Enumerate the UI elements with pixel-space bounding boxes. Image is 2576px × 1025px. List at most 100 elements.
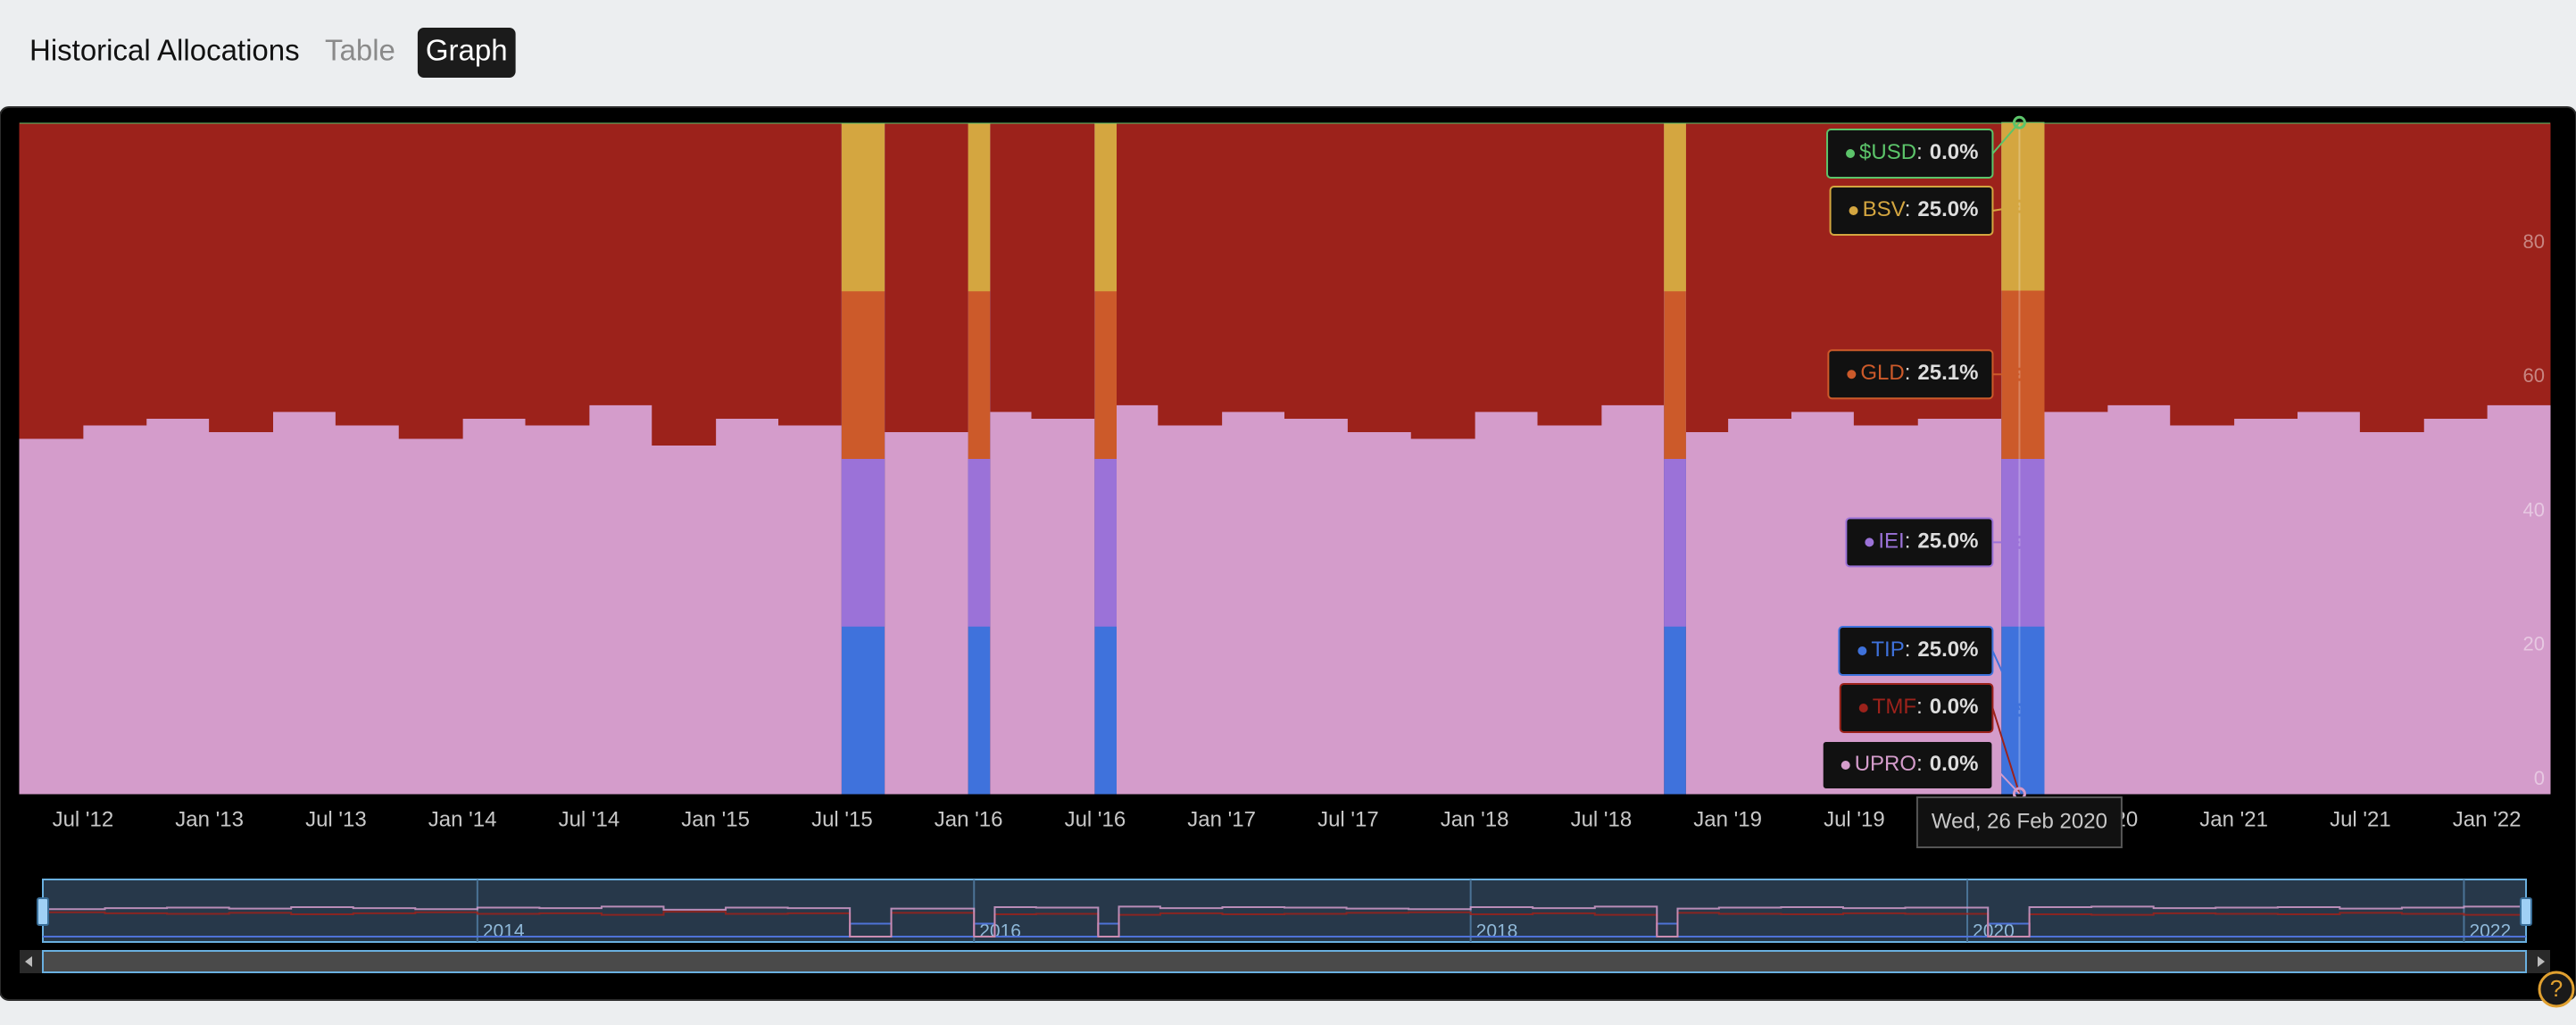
date-box [1915, 796, 2123, 848]
series-name: $USD [1859, 140, 1916, 164]
tooltip-box [1827, 349, 1994, 400]
series-dot [1847, 370, 1857, 379]
tooltip-box [1839, 683, 1994, 733]
tooltip-text: IEI: 25.0% [1878, 529, 1978, 554]
value-label: 25.0% [1917, 197, 1978, 221]
separator: : [1916, 140, 1923, 164]
tooltip-connector [1991, 121, 2021, 154]
value-label: 25.0% [1917, 638, 1978, 662]
navigator-tick-label: 2022 [2469, 921, 2511, 942]
area-series [19, 404, 2551, 795]
tooltip-point [2012, 199, 2026, 213]
tooltip-date: Wed, 26 Feb 2020 [1915, 796, 2123, 848]
y-tick-label: 80 [2523, 230, 2545, 253]
x-tick-label: Jan '17 [1187, 807, 1256, 831]
tooltip-item: UPRO: 0.0% [1821, 740, 2026, 801]
separator: : [1905, 197, 1911, 221]
tooltip-text: TMF: 0.0% [1873, 695, 1979, 719]
help-button[interactable]: ? [2538, 971, 2575, 1008]
x-tick-label: Jan '18 [1441, 807, 1509, 831]
tooltip-box [1845, 517, 1994, 568]
navigator-series [43, 911, 2526, 938]
x-tick-label: Jul '18 [1571, 807, 1633, 831]
tooltip-text: UPRO: 0.0% [1855, 752, 1979, 776]
tooltip-box [1829, 186, 1994, 236]
value-label: 25.0% [1917, 529, 1978, 554]
tooltip-point [2012, 367, 2026, 381]
tooltip-item: BSV: 25.0% [1829, 186, 2026, 236]
navigator-window[interactable] [42, 879, 2527, 943]
tab[interactable]: Table [317, 28, 403, 78]
separator: : [1905, 638, 1911, 662]
tooltip-point [2012, 115, 2026, 129]
page-title: Historical Allocations [29, 34, 300, 67]
tooltip-item: IEI: 25.0% [1845, 517, 2026, 568]
tooltip-point [2012, 703, 2026, 717]
series-name: TIP [1871, 638, 1904, 662]
series-name: TMF [1873, 695, 1916, 719]
navigator[interactable]: 2014 2016 2018 2020 2022 [20, 879, 2550, 973]
tooltip-text: $USD: 0.0% [1859, 140, 1978, 164]
x-tick-label: Jan '15 [681, 807, 750, 831]
x-tick-label: Jan '14 [428, 807, 497, 831]
x-tick-label: Jan '22 [2453, 807, 2522, 831]
separator: : [1905, 529, 1911, 554]
separator: : [1916, 752, 1923, 776]
x-tick-label: Jul '12 [53, 807, 114, 831]
scrollbar-thumb[interactable] [42, 950, 2527, 973]
series-name: GLD [1860, 362, 1904, 386]
x-tick-label: Jan '19 [1693, 807, 1762, 831]
series-dot [1858, 704, 1868, 712]
navigator-tick-label: 2014 [483, 921, 525, 942]
x-tick-label: Jan '13 [175, 807, 244, 831]
series-dot [1865, 538, 1874, 547]
area-series [20, 121, 2550, 124]
series-dot [1841, 761, 1850, 770]
tab[interactable]: Graph [417, 28, 516, 78]
tooltip-item: TIP: 25.0% [1838, 626, 2026, 717]
x-tick-label: Jul '21 [2330, 807, 2391, 831]
value-label: 0.0% [1930, 752, 1979, 776]
tooltip: $USD: 0.0%BSV: 25.0%GLD: 25.1%IEI: 25.0%TIP:… [1821, 115, 2123, 848]
y-tick-label: 60 [2523, 364, 2545, 387]
help-label[interactable]: ? [2550, 975, 2563, 1002]
tooltip-text: BSV: 25.0% [1863, 197, 1979, 221]
tooltip-item: GLD: 25.1% [1827, 349, 2026, 400]
navigator-tick-label: 2018 [1476, 921, 1518, 942]
x-tick-label: Jul '14 [559, 807, 620, 831]
x-axis: Jul '12 Jan '13 Jul '13 Jan '14 Jul '14 Jan '… [53, 807, 2522, 831]
tooltip-point [2012, 535, 2026, 549]
scroll-right-arrow[interactable] [2538, 956, 2545, 967]
help-icon[interactable] [2538, 971, 2575, 1008]
tabs: Table Graph [317, 28, 516, 78]
plot-area: 0 20 40 60 80 [19, 121, 2551, 795]
tab-label[interactable]: Table [325, 34, 395, 67]
tab-label[interactable]: Graph [426, 34, 508, 67]
navigator-handle[interactable] [2520, 897, 2532, 926]
x-tick-label: Jan '21 [2199, 807, 2268, 831]
tooltip-connector [1991, 650, 2021, 711]
separator: : [1916, 695, 1923, 719]
scroll-left-arrow[interactable] [25, 956, 32, 967]
y-tick-label: 20 [2523, 633, 2545, 655]
x-tick-label: Jul '16 [1065, 807, 1126, 831]
x-tick-label: Jul '13 [305, 807, 367, 831]
tooltip-item: TMF: 0.0% [1839, 683, 2026, 801]
tab-background[interactable] [417, 28, 516, 78]
tooltip-box [1838, 626, 1994, 676]
value-label: 0.0% [1930, 695, 1979, 719]
navigator-handle[interactable] [37, 897, 49, 926]
navigator-series [43, 905, 2526, 938]
series-dot [1849, 206, 1858, 215]
tooltip-box [1826, 129, 1994, 179]
series-name: BSV [1863, 197, 1906, 221]
value-label: 0.0% [1930, 140, 1979, 164]
y-tick-label: 40 [2523, 498, 2545, 521]
tooltip-box [1821, 740, 1994, 790]
value-label: 25.1% [1917, 362, 1978, 386]
series-name: IEI [1878, 529, 1904, 554]
x-tick-label: Jan '16 [935, 807, 1003, 831]
x-tick-label: Jul '15 [811, 807, 873, 831]
series-dot [1846, 149, 1856, 158]
